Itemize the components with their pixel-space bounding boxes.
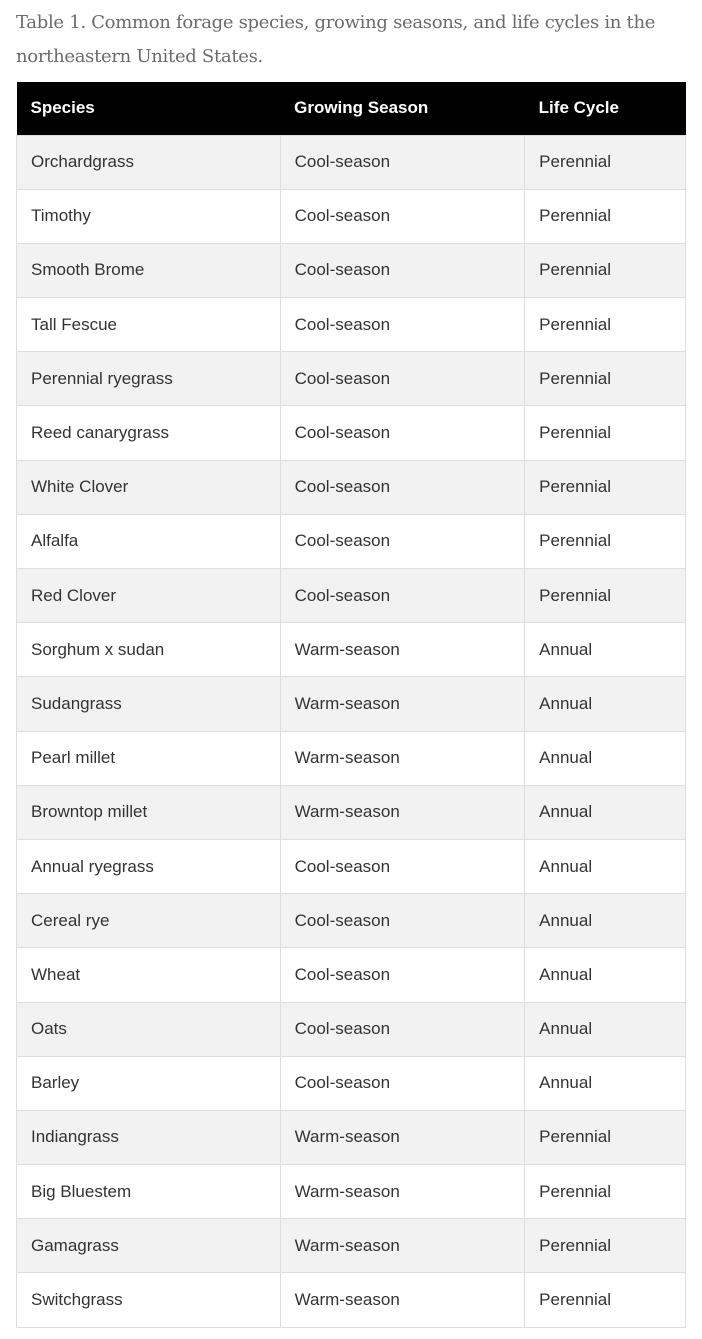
cell-life-cycle: Annual	[524, 676, 686, 732]
cell-life-cycle: Perennial	[524, 242, 686, 299]
table-row: Reed canarygrass Cool-season Perennial	[16, 405, 686, 461]
table-row: Timothy Cool-season Perennial	[16, 188, 686, 244]
cell-growing-season: Warm-season	[279, 1218, 526, 1274]
cell-species: Big Bluestem	[16, 1164, 281, 1220]
cell-life-cycle: Perennial	[524, 351, 686, 407]
cell-growing-season: Cool-season	[279, 513, 526, 570]
cell-life-cycle: Annual	[524, 784, 686, 840]
cell-life-cycle: Perennial	[524, 459, 686, 515]
cell-species: Gamagrass	[16, 1218, 281, 1274]
cell-life-cycle: Perennial	[524, 1164, 686, 1220]
cell-growing-season: Warm-season	[279, 1164, 526, 1220]
table-row: Pearl millet Warm-season Annual	[16, 730, 686, 786]
cell-growing-season: Cool-season	[279, 567, 526, 624]
cell-growing-season: Warm-season	[279, 676, 526, 732]
cell-species: Orchardgrass	[16, 134, 281, 190]
table-row: Alfalfa Cool-season Perennial	[16, 513, 686, 570]
cell-species: Tall Fescue	[16, 297, 281, 353]
cell-growing-season: Cool-season	[279, 838, 526, 895]
cell-species: Indiangrass	[16, 1109, 281, 1166]
table-row: Oats Cool-season Annual	[16, 1001, 686, 1057]
cell-growing-season: Cool-season	[279, 893, 526, 949]
table-caption: Table 1. Common forage species, growing …	[16, 12, 656, 67]
table-header-row: Species Growing Season Life Cycle	[16, 82, 686, 135]
cell-species: Wheat	[16, 947, 281, 1003]
forage-species-table: Species Growing Season Life Cycle Orchar…	[16, 82, 686, 1328]
cell-life-cycle: Perennial	[524, 188, 686, 244]
cell-species: Oats	[16, 1001, 281, 1057]
table-row: Browntop millet Warm-season Annual	[16, 784, 686, 840]
cell-growing-season: Warm-season	[279, 784, 526, 840]
cell-growing-season: Cool-season	[279, 1001, 526, 1057]
cell-life-cycle: Perennial	[524, 1218, 686, 1274]
cell-species: White Clover	[16, 459, 281, 515]
cell-growing-season: Cool-season	[279, 297, 526, 353]
table-row: Wheat Cool-season Annual	[16, 947, 686, 1003]
table-row: Perennial ryegrass Cool-season Perennial	[16, 351, 686, 407]
cell-life-cycle: Perennial	[524, 1272, 686, 1328]
table-row: Cereal rye Cool-season Annual	[16, 893, 686, 949]
cell-species: Sorghum x sudan	[16, 622, 281, 678]
header-species: Species	[16, 82, 281, 135]
table-row: Annual ryegrass Cool-season Annual	[16, 838, 686, 895]
cell-life-cycle: Annual	[524, 1055, 686, 1111]
cell-growing-season: Cool-season	[279, 405, 526, 461]
table-body: Orchardgrass Cool-season Perennial Timothy C…	[16, 134, 686, 1328]
cell-growing-season: Warm-season	[279, 622, 526, 678]
cell-growing-season: Warm-season	[279, 730, 526, 786]
header-life-cycle: Life Cycle	[524, 82, 686, 135]
table-row: Orchardgrass Cool-season Perennial	[16, 134, 686, 190]
table-row: Tall Fescue Cool-season Perennial	[16, 297, 686, 353]
cell-growing-season: Cool-season	[279, 351, 526, 407]
cell-growing-season: Cool-season	[279, 242, 526, 299]
cell-life-cycle: Annual	[524, 622, 686, 678]
table-row: Big Bluestem Warm-season Perennial	[16, 1164, 686, 1220]
cell-life-cycle: Perennial	[524, 405, 686, 461]
cell-life-cycle: Annual	[524, 893, 686, 949]
cell-life-cycle: Annual	[524, 1001, 686, 1057]
cell-growing-season: Warm-season	[279, 1109, 526, 1166]
cell-species: Browntop millet	[16, 784, 281, 840]
table-row: Indiangrass Warm-season Perennial	[16, 1109, 686, 1166]
cell-species: Perennial ryegrass	[16, 351, 281, 407]
cell-species: Switchgrass	[16, 1272, 281, 1328]
cell-species: Alfalfa	[16, 513, 281, 570]
cell-species: Annual ryegrass	[16, 838, 281, 895]
cell-species: Smooth Brome	[16, 242, 281, 299]
table-row: Gamagrass Warm-season Perennial	[16, 1218, 686, 1274]
cell-life-cycle: Annual	[524, 947, 686, 1003]
cell-species: Timothy	[16, 188, 281, 244]
cell-species: Barley	[16, 1055, 281, 1111]
header-growing-season: Growing Season	[280, 82, 525, 135]
cell-life-cycle: Perennial	[524, 567, 686, 624]
cell-species: Cereal rye	[16, 893, 281, 949]
cell-life-cycle: Annual	[524, 730, 686, 786]
table-row: Sudangrass Warm-season Annual	[16, 676, 686, 732]
cell-growing-season: Cool-season	[279, 188, 526, 244]
table-row: Switchgrass Warm-season Perennial	[16, 1272, 686, 1328]
table-row: Barley Cool-season Annual	[16, 1055, 686, 1111]
cell-growing-season: Cool-season	[279, 459, 526, 515]
table-row: Smooth Brome Cool-season Perennial	[16, 242, 686, 299]
cell-species: Sudangrass	[16, 676, 281, 732]
cell-species: Red Clover	[16, 567, 281, 624]
cell-growing-season: Cool-season	[279, 947, 526, 1003]
cell-growing-season: Cool-season	[279, 134, 526, 190]
table-row: White Clover Cool-season Perennial	[16, 459, 686, 515]
cell-life-cycle: Perennial	[524, 134, 686, 190]
cell-life-cycle: Perennial	[524, 297, 686, 353]
cell-species: Pearl millet	[16, 730, 281, 786]
cell-growing-season: Cool-season	[279, 1055, 526, 1111]
cell-life-cycle: Perennial	[524, 513, 686, 570]
cell-life-cycle: Annual	[524, 838, 686, 895]
cell-life-cycle: Perennial	[524, 1109, 686, 1166]
cell-species: Reed canarygrass	[16, 405, 281, 461]
table-row: Red Clover Cool-season Perennial	[16, 567, 686, 624]
cell-growing-season: Warm-season	[279, 1272, 526, 1328]
table-row: Sorghum x sudan Warm-season Annual	[16, 622, 686, 678]
